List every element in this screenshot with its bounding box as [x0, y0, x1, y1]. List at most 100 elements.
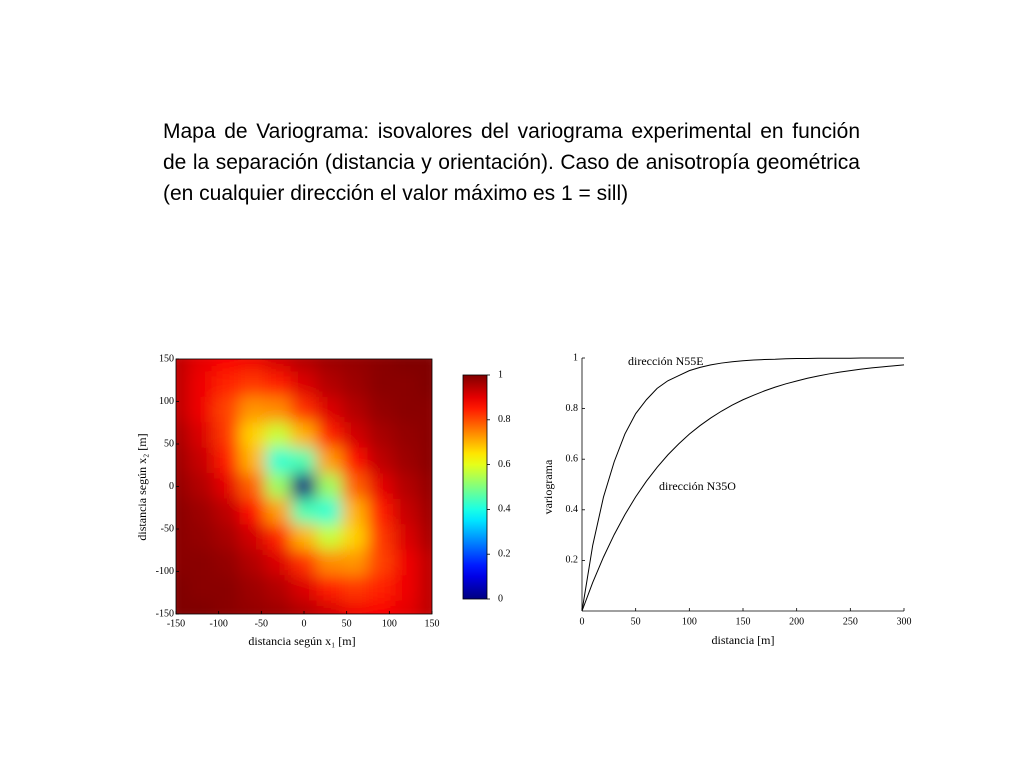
heatmap-cell — [290, 422, 318, 449]
heatmap-cells — [176, 359, 432, 614]
y-axis-label: distancia según x₂ [m] — [135, 433, 149, 540]
heatmap-cell — [213, 371, 241, 398]
heatmap-cell — [418, 473, 432, 500]
heatmap-cell — [290, 447, 318, 475]
heatmap-cell — [176, 447, 190, 475]
series-label: dirección N55E — [628, 354, 704, 368]
heatmap-cell — [290, 524, 318, 551]
colorbar-tick-label: 1 — [498, 369, 503, 380]
heatmap-cell — [316, 549, 343, 577]
heatmap-cell — [213, 473, 241, 500]
y-tick-label: 0.8 — [566, 403, 579, 414]
heatmap-cell — [265, 498, 292, 526]
heatmap-cell — [290, 498, 318, 526]
heatmap-cell — [341, 524, 369, 551]
heatmap-cell — [176, 473, 190, 500]
y-tick-label: -100 — [156, 566, 174, 577]
heatmap-cell — [341, 473, 369, 500]
heatmap-cell — [290, 396, 318, 424]
heatmap-cell — [393, 447, 420, 475]
heatmap-cell — [316, 396, 343, 424]
x-tick-label: 100 — [682, 616, 697, 627]
heatmap-cell — [239, 575, 267, 602]
heatmap-cell — [265, 600, 292, 614]
heatmap-cell — [393, 600, 420, 614]
x-tick-label: 100 — [382, 618, 397, 629]
heatmap-cell — [239, 473, 267, 500]
heatmap-cell — [188, 498, 215, 526]
heatmap-cell — [367, 371, 395, 398]
x-tick-label: 0 — [580, 616, 585, 627]
heatmap-cell — [341, 575, 369, 602]
heatmap-cell — [239, 447, 267, 475]
heatmap-cell — [367, 422, 395, 449]
heatmap-cell — [176, 422, 190, 449]
heatmap-cell — [367, 473, 395, 500]
heatmap-cell — [188, 600, 215, 614]
heatmap-cell — [316, 498, 343, 526]
heatmap-cell — [265, 371, 292, 398]
heatmap-cell — [213, 575, 241, 602]
heatmap-cell — [290, 575, 318, 602]
heatmap-cell — [213, 422, 241, 449]
heatmap-area — [176, 359, 432, 614]
x-tick-label: 0 — [302, 618, 307, 629]
x-tick-label: 50 — [342, 618, 352, 629]
heatmap-cell — [367, 396, 395, 424]
heatmap-cell — [341, 359, 369, 373]
heatmap-cell — [393, 498, 420, 526]
heatmap-cell — [418, 371, 432, 398]
heatmap-cell — [213, 447, 241, 475]
heatmap-cell — [316, 600, 343, 614]
x-tick-label: 300 — [897, 616, 912, 627]
y-tick-label: 1 — [573, 352, 578, 363]
heatmap-cell — [213, 524, 241, 551]
y-tick-label: 0.6 — [566, 453, 579, 464]
heatmap-cell — [316, 447, 343, 475]
heatmap-cell — [316, 524, 343, 551]
x-tick-label: 150 — [736, 616, 751, 627]
series-label: dirección N35O — [659, 479, 736, 493]
heatmap-cell — [290, 359, 318, 373]
heatmap-cell — [290, 549, 318, 577]
heatmap-cell — [341, 498, 369, 526]
heatmap-cell — [213, 549, 241, 577]
y-tick-label: 150 — [159, 353, 174, 364]
heatmap-cell — [239, 600, 267, 614]
x-tick-label: -100 — [209, 618, 227, 629]
heatmap-cell — [188, 359, 215, 373]
heatmap-cell — [418, 549, 432, 577]
heatmap-cell — [418, 600, 432, 614]
heatmap-cell — [393, 549, 420, 577]
heatmap-cell — [188, 524, 215, 551]
y-tick-label: -150 — [156, 608, 174, 619]
heatmap-cell — [393, 575, 420, 602]
heatmap-cell — [393, 473, 420, 500]
heatmap-cell — [213, 396, 241, 424]
colorbar-tick-label: 0 — [498, 593, 503, 604]
heatmap-cell — [188, 371, 215, 398]
x-tick-label: -50 — [255, 618, 268, 629]
heatmap-cell — [188, 447, 215, 475]
heatmap-cell — [265, 473, 292, 500]
heatmap-cell — [393, 371, 420, 398]
heatmap-cell — [393, 422, 420, 449]
heatmap-cell — [188, 396, 215, 424]
line-series — [581, 364, 905, 612]
colorbar-tick-label: 0.4 — [498, 504, 511, 515]
heatmap-cell — [176, 524, 190, 551]
heatmap-cell — [341, 549, 369, 577]
heatmap-cell — [265, 575, 292, 602]
heatmap-cell — [341, 371, 369, 398]
heatmap-cell — [316, 575, 343, 602]
heatmap-cell — [265, 549, 292, 577]
heatmap-cell — [341, 600, 369, 614]
heatmap-cell — [188, 422, 215, 449]
heatmap-cell — [290, 600, 318, 614]
heatmap-cell — [176, 600, 190, 614]
heatmap-cell — [239, 371, 267, 398]
heatmap-cell — [265, 447, 292, 475]
heatmap-cell — [418, 447, 432, 475]
x-tick-label: 50 — [631, 616, 641, 627]
